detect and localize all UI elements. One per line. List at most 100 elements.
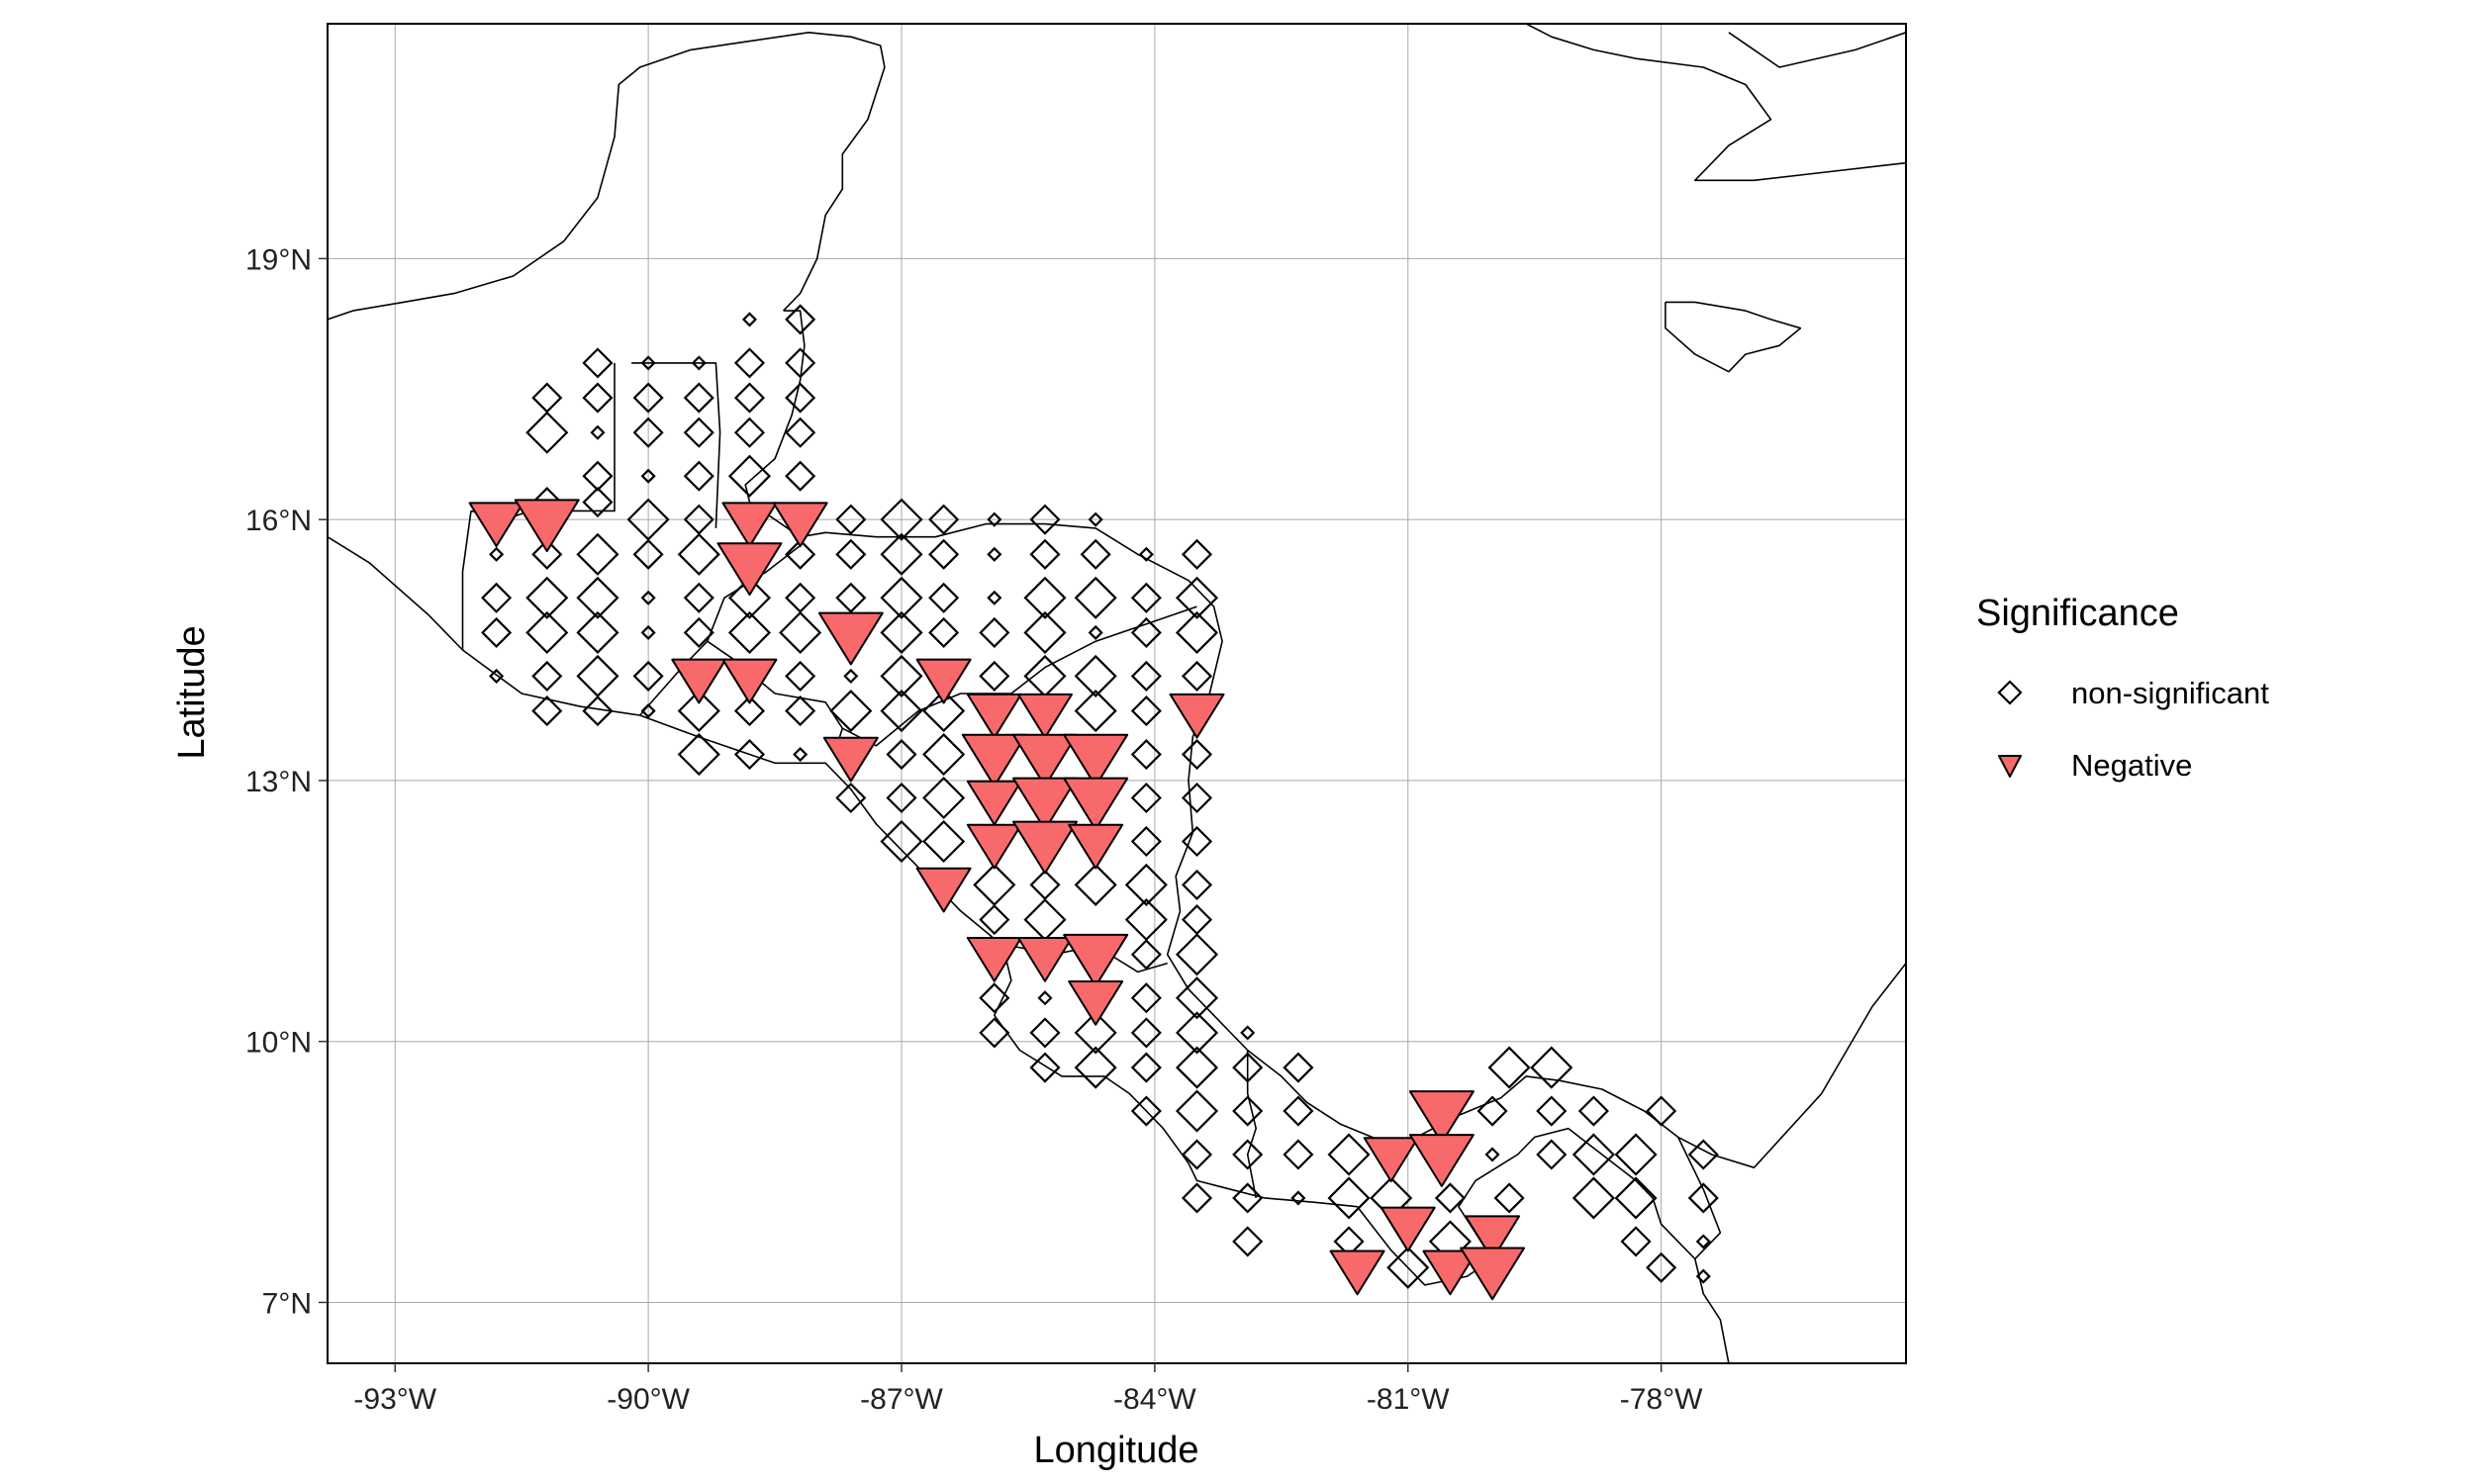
x-tick-label-5: -78°W <box>1620 1383 1703 1416</box>
non-significant-point-152 <box>1646 1095 1677 1127</box>
non-significant-point-140 <box>1175 1046 1219 1089</box>
y-axis: 7°N 10°N 13°N 16°N 19°N <box>245 243 328 1320</box>
non-significant-point-151 <box>1577 1095 1609 1127</box>
non-significant-point-43 <box>987 546 1002 562</box>
non-significant-point-52 <box>683 582 714 613</box>
non-significant-point-66 <box>640 624 656 641</box>
negative-point-27 <box>1408 1090 1475 1145</box>
non-significant-point-146 <box>1175 1089 1219 1133</box>
non-significant-point-106 <box>1181 738 1213 771</box>
non-significant-point-8 <box>582 382 614 414</box>
negative-point-31 <box>1465 1215 1521 1261</box>
coastline-0 <box>328 31 886 321</box>
negative-point-0 <box>468 502 524 548</box>
non-significant-point-138 <box>1074 1046 1117 1089</box>
non-significant-point-18 <box>785 417 816 448</box>
non-significant-point-176 <box>1695 1234 1711 1250</box>
y-tick-label-4: 19°N <box>245 243 312 276</box>
non-significant-point-178 <box>1646 1252 1677 1283</box>
non-significant-point-104 <box>922 732 966 777</box>
non-significant-point-172 <box>1232 1226 1264 1257</box>
non-significant-point-83 <box>880 654 923 697</box>
non-significant-point-101 <box>733 738 766 771</box>
panel-background <box>328 24 1906 1363</box>
legend-label-negative: Negative <box>2071 748 2192 783</box>
non-significant-point-110 <box>1130 782 1162 814</box>
non-significant-point-121 <box>979 904 1010 936</box>
negative-point-16 <box>966 780 1022 826</box>
non-significant-point-32 <box>1029 504 1061 535</box>
non-significant-point-135 <box>1175 1011 1219 1055</box>
non-significant-point-23 <box>785 460 816 492</box>
x-tick-label-4: -81°W <box>1367 1383 1450 1416</box>
non-significant-point-89 <box>531 696 563 727</box>
non-significant-point-145 <box>1130 1095 1162 1127</box>
non-significant-point-41 <box>880 532 923 576</box>
non-significant-point-130 <box>1175 976 1219 1020</box>
negative-point-8 <box>915 658 972 704</box>
non-significant-point-2 <box>582 347 614 379</box>
legend: Significance non-significant Negative <box>1976 593 2269 783</box>
non-significant-point-29 <box>880 498 923 541</box>
non-significant-point-179 <box>1695 1268 1711 1284</box>
non-significant-point-126 <box>1175 933 1219 976</box>
non-significant-point-164 <box>1290 1190 1306 1206</box>
non-significant-point-92 <box>677 690 720 733</box>
non-significant-point-39 <box>785 538 816 570</box>
negative-point-14 <box>1012 733 1078 788</box>
x-axis: -93°W -90°W -87°W -84°W -81°W -78°W <box>353 1363 1703 1416</box>
non-significant-point-142 <box>1283 1052 1314 1083</box>
non-significant-point-128 <box>1037 990 1053 1006</box>
non-significant-point-9 <box>632 382 664 414</box>
negative-point-3 <box>772 502 828 548</box>
non-significant-point-97 <box>922 690 966 733</box>
non-significant-point-132 <box>1029 1017 1061 1049</box>
negative-point-33 <box>1422 1250 1478 1296</box>
non-significant-point-1 <box>785 304 816 335</box>
y-tick-label-1: 10°N <box>245 1027 312 1060</box>
non-significant-point-133 <box>1074 1011 1117 1055</box>
non-significant-point-42 <box>928 538 960 570</box>
non-significant-point-16 <box>683 417 714 448</box>
coastline-1 <box>744 310 806 503</box>
non-significant-point-10 <box>683 382 714 414</box>
non-significant-point-120 <box>1181 869 1213 900</box>
negative-point-11 <box>1017 693 1073 739</box>
non-significant-point-31 <box>987 511 1002 527</box>
negative-point-34 <box>1460 1247 1526 1301</box>
non-significant-point-165 <box>1327 1176 1371 1220</box>
negative-point-7 <box>721 658 778 704</box>
non-significant-point-37 <box>632 538 664 570</box>
negative-point-1 <box>514 499 580 553</box>
non-significant-point-139 <box>1130 1052 1162 1083</box>
non-significant-point-141 <box>1232 1052 1264 1083</box>
non-significant-point-154 <box>1232 1139 1264 1170</box>
non-significant-point-168 <box>1493 1182 1525 1214</box>
non-significant-point-129 <box>1130 982 1162 1014</box>
negative-point-12 <box>822 736 879 783</box>
coastline-8 <box>638 544 802 716</box>
non-significant-point-4 <box>691 355 707 371</box>
x-axis-title: Longitude <box>1034 1430 1199 1471</box>
legend-item-non-significant: non-significant <box>1997 676 2269 710</box>
non-significant-point-90 <box>582 696 614 727</box>
non-significant-point-82 <box>843 668 859 684</box>
non-significant-point-134 <box>1130 1017 1162 1049</box>
non-significant-point-51 <box>640 590 656 605</box>
non-significant-point-30 <box>928 504 960 535</box>
non-significant-point-6 <box>785 347 816 379</box>
non-significant-point-127 <box>979 982 1010 1014</box>
negative-point-17 <box>1012 777 1078 831</box>
non-significant-point-144 <box>1530 1046 1573 1089</box>
non-significant-point-156 <box>1327 1133 1371 1176</box>
non-significant-point-108 <box>886 782 917 814</box>
non-significant-point-25 <box>582 487 614 518</box>
non-significant-point-69 <box>779 610 822 655</box>
non-significant-point-158 <box>1536 1139 1568 1170</box>
non-significant-point-96 <box>880 690 923 733</box>
non-significant-point-58 <box>987 590 1002 605</box>
negative-point-20 <box>1012 820 1078 875</box>
x-tick-label-1: -90°W <box>607 1383 690 1416</box>
non-significant-point-155 <box>1283 1139 1314 1170</box>
non-significant-point-111 <box>1181 782 1213 814</box>
